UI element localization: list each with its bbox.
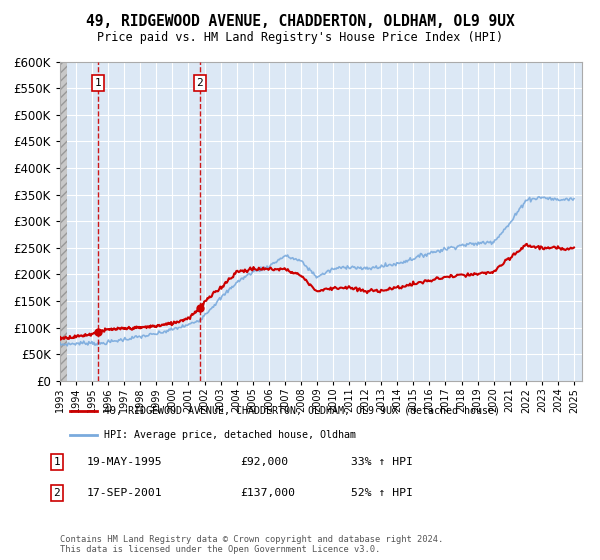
Text: Price paid vs. HM Land Registry's House Price Index (HPI): Price paid vs. HM Land Registry's House … xyxy=(97,31,503,44)
Text: 33% ↑ HPI: 33% ↑ HPI xyxy=(351,457,413,467)
Text: 2: 2 xyxy=(197,78,203,88)
Text: 49, RIDGEWOOD AVENUE, CHADDERTON, OLDHAM, OL9 9UX (detached house): 49, RIDGEWOOD AVENUE, CHADDERTON, OLDHAM… xyxy=(104,406,500,416)
Text: 2: 2 xyxy=(53,488,61,498)
Text: Contains HM Land Registry data © Crown copyright and database right 2024.
This d: Contains HM Land Registry data © Crown c… xyxy=(60,535,443,554)
Text: HPI: Average price, detached house, Oldham: HPI: Average price, detached house, Oldh… xyxy=(104,430,356,440)
Text: £92,000: £92,000 xyxy=(240,457,288,467)
Text: 19-MAY-1995: 19-MAY-1995 xyxy=(87,457,163,467)
Text: 17-SEP-2001: 17-SEP-2001 xyxy=(87,488,163,498)
Text: 1: 1 xyxy=(53,457,61,467)
Text: £137,000: £137,000 xyxy=(240,488,295,498)
Text: 1: 1 xyxy=(95,78,101,88)
Bar xyxy=(60,62,67,381)
Text: 52% ↑ HPI: 52% ↑ HPI xyxy=(351,488,413,498)
Text: 49, RIDGEWOOD AVENUE, CHADDERTON, OLDHAM, OL9 9UX: 49, RIDGEWOOD AVENUE, CHADDERTON, OLDHAM… xyxy=(86,14,514,29)
